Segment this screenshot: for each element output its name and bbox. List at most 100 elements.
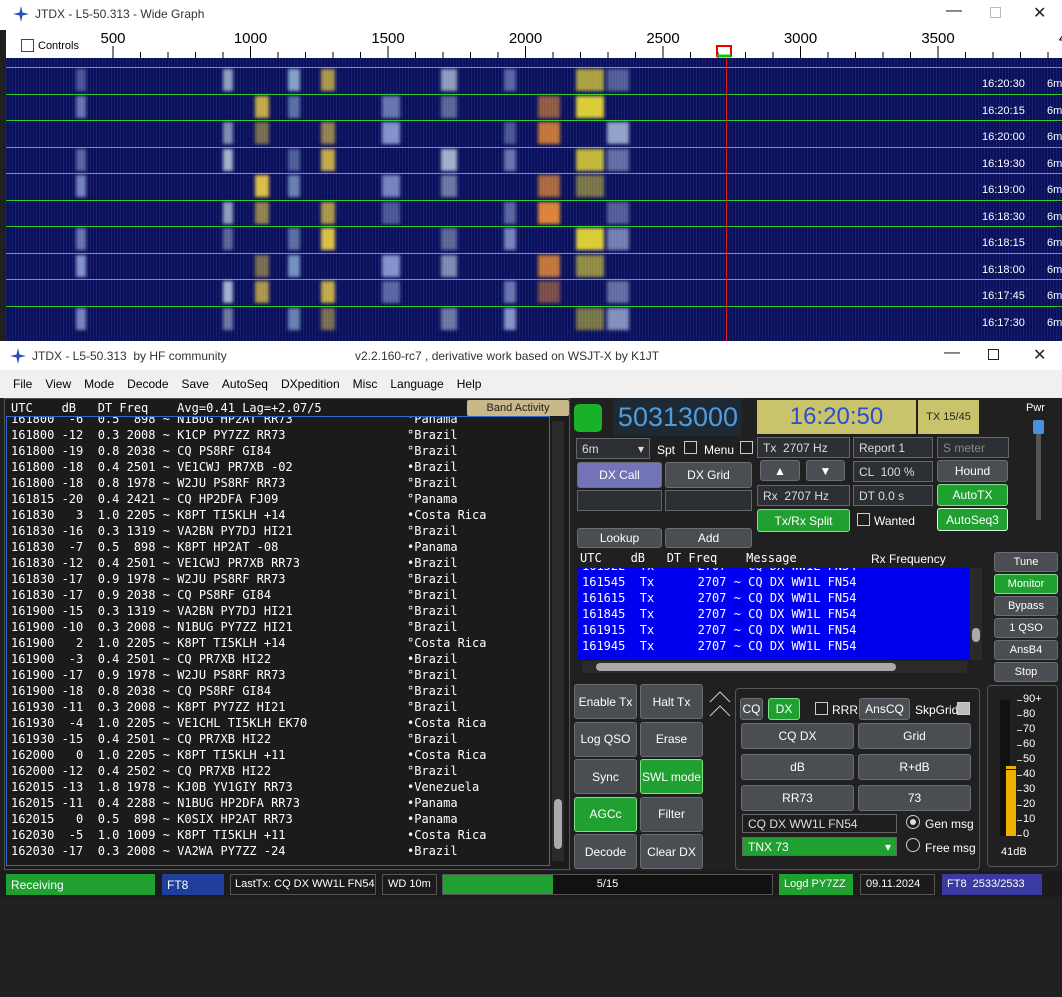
status-bar: Receiving FT8 LastTx: CQ DX WW1L FN54 WD… — [0, 871, 1062, 897]
hound-button[interactable]: Hound — [937, 460, 1008, 482]
message-field[interactable]: CQ DX WW1L FN54 — [742, 814, 897, 833]
scroll-thumb[interactable] — [596, 663, 896, 671]
tx-freq-spin[interactable]: Tx 2707 Hz — [757, 437, 850, 458]
side-button[interactable]: Stop — [994, 662, 1058, 682]
menu-item[interactable]: Help — [456, 377, 482, 391]
autoseq-button[interactable]: AutoSeq3 — [937, 508, 1008, 531]
meter-tick — [1017, 835, 1022, 836]
signal-trace — [504, 122, 516, 144]
freq-down[interactable]: ▼ — [806, 460, 845, 481]
waterfall-divider — [6, 305, 1062, 307]
tx-message-button[interactable]: R+dB — [858, 754, 971, 780]
scroll-thumb[interactable] — [554, 799, 562, 849]
signal-trace — [441, 228, 457, 250]
control-button[interactable]: Sync — [574, 759, 637, 794]
close[interactable]: ✕ — [1033, 5, 1047, 22]
tx-message-button[interactable]: CQ DX — [741, 723, 854, 749]
control-button[interactable]: Decode — [574, 834, 637, 869]
control-button[interactable]: SWL mode — [640, 759, 703, 794]
minimize[interactable]: — — [946, 2, 962, 19]
maximize[interactable] — [988, 349, 999, 360]
menu-item[interactable]: Misc — [352, 377, 378, 391]
lookup-button[interactable]: Lookup — [577, 528, 662, 548]
control-button[interactable]: Enable Tx — [574, 684, 637, 719]
menu-item[interactable]: DXpedition — [280, 377, 340, 391]
signal-trace — [576, 254, 604, 277]
rx-header: UTC dB DT Freq Message — [580, 551, 797, 565]
pwr-slider[interactable] — [1033, 420, 1044, 520]
control-button[interactable]: Filter — [640, 796, 703, 832]
tx-message-button[interactable]: Grid — [858, 723, 971, 749]
cl-spin[interactable]: CL 100 % — [853, 461, 933, 482]
close[interactable]: ✕ — [1033, 347, 1047, 364]
freq-tick-label: 500 — [100, 30, 125, 47]
tx-message-button[interactable]: 73 — [858, 785, 971, 811]
minimize[interactable]: — — [944, 344, 960, 361]
freq-tick-label: 2000 — [509, 30, 542, 47]
maximize[interactable] — [990, 7, 1001, 18]
side-button[interactable]: Monitor — [994, 574, 1058, 594]
cq-button[interactable]: CQ — [740, 698, 763, 720]
anscq-button[interactable]: AnsCQ — [859, 698, 910, 720]
freq-tick-label: 1500 — [371, 30, 404, 47]
spt-checkbox[interactable] — [684, 441, 697, 454]
scroll-thumb[interactable] — [972, 628, 980, 642]
decode-text: 161800 -12 0.3 2008 ~ K1CP PY7ZZ RR73 — [11, 428, 286, 442]
control-button[interactable]: Log QSO — [574, 721, 637, 757]
signal-trace — [607, 201, 629, 224]
menu-item[interactable]: Mode — [84, 377, 115, 391]
control-button[interactable]: AGCc — [574, 796, 637, 832]
dt-spin[interactable]: DT 0.0 s — [853, 485, 933, 506]
tx-message-button[interactable]: RR73 — [741, 785, 854, 811]
waterfall-divider — [6, 146, 1062, 148]
scrollbar[interactable] — [552, 421, 564, 861]
band-activity-button[interactable]: Band Activity — [467, 400, 569, 416]
rx-hscrollbar[interactable] — [582, 661, 967, 673]
side-button[interactable]: 1 QSO — [994, 618, 1058, 638]
controls-checkbox[interactable] — [21, 39, 34, 52]
menu-item[interactable]: Save — [181, 377, 209, 391]
decode-text: 161830 -16 0.3 1319 ~ VA2BN PY7DJ HI21 — [11, 524, 293, 538]
menu-checkbox[interactable] — [740, 441, 753, 454]
rx-freq-spin[interactable]: Rx 2707 Hz — [757, 485, 850, 506]
report-spin[interactable]: Report 1 — [853, 437, 933, 458]
wanted-checkbox[interactable] — [857, 513, 870, 526]
pwr-handle[interactable] — [1033, 420, 1044, 434]
menu-item[interactable]: AutoSeq — [221, 377, 268, 391]
tx-message-button[interactable]: dB — [741, 754, 854, 780]
meter-tick — [1017, 730, 1022, 731]
autotx-button[interactable]: AutoTX — [937, 484, 1008, 506]
dx-grid-field[interactable] — [665, 490, 752, 511]
add-button[interactable]: Add — [665, 528, 752, 548]
free-msg-radio[interactable] — [906, 838, 920, 852]
split-button[interactable]: Tx/Rx Split — [757, 509, 850, 532]
menu-item[interactable]: File — [13, 377, 33, 391]
control-button[interactable]: Halt Tx — [640, 684, 703, 719]
dx-call-field[interactable] — [577, 490, 662, 511]
time-label: 16:20:30 — [982, 78, 1025, 90]
side-button[interactable]: Bypass — [994, 596, 1058, 616]
free-msg-combo[interactable]: TNX 73 ▾ — [742, 837, 897, 856]
control-button[interactable]: Clear DX — [640, 834, 703, 869]
side-button[interactable]: AnsB4 — [994, 640, 1058, 660]
gen-msg-radio[interactable] — [906, 815, 920, 829]
band-combo[interactable]: 6m ▾ — [576, 438, 650, 459]
skpgrid-checkbox[interactable] — [957, 702, 970, 715]
band-label: 6m — [1047, 131, 1062, 143]
menu-item[interactable]: Language — [390, 377, 444, 391]
side-button[interactable]: Tune — [994, 552, 1058, 572]
dx-grid-button[interactable]: DX Grid — [665, 462, 752, 488]
freq-up[interactable]: ▲ — [760, 460, 800, 481]
combo-value: TNX 73 — [748, 839, 789, 854]
dx-button[interactable]: DX — [768, 698, 800, 720]
menu-item[interactable]: View — [45, 377, 72, 391]
signal-trace — [321, 228, 335, 250]
waterfall-divider — [6, 173, 1062, 174]
dx-call-button[interactable]: DX Call — [577, 462, 662, 488]
time-label: 16:20:00 — [982, 131, 1025, 143]
control-button[interactable]: Erase — [640, 721, 703, 757]
freq-axis: 500 1000 1500 2000 2500 3000 3500 4000 — [100, 30, 1062, 58]
rrr-checkbox[interactable] — [815, 702, 828, 715]
rx-scrollbar[interactable] — [970, 568, 982, 660]
menu-item[interactable]: Decode — [127, 377, 169, 391]
